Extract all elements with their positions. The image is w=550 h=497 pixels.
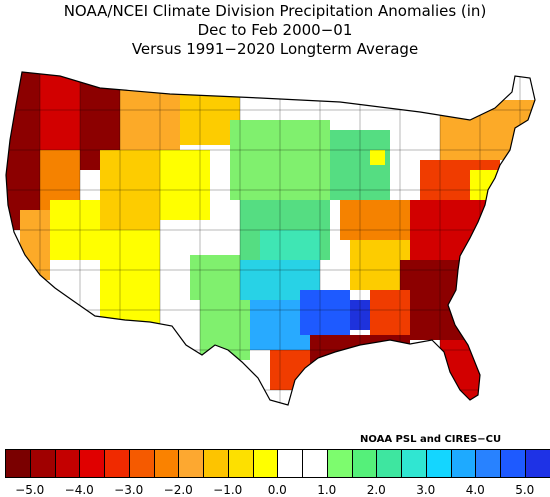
- region-wyoming: [160, 150, 210, 220]
- colorbar-swatch: [204, 450, 229, 477]
- region-florida-peninsula: [440, 340, 490, 405]
- colorbar-swatch: [426, 450, 452, 477]
- colorbar-swatch: [179, 450, 204, 477]
- colorbar-swatch: [402, 450, 427, 477]
- colorbar-swatch: [501, 450, 526, 477]
- region-alabama: [370, 290, 410, 340]
- map-subtitle-baseline: Versus 1991−2020 Longterm Average: [131, 40, 419, 58]
- colorbar-tick-label: 0.0: [267, 483, 287, 497]
- colorbar-tick-label: 4.0: [465, 483, 485, 497]
- colorbar-swatch: [228, 450, 254, 477]
- region-colorado-south: [190, 255, 240, 300]
- colorbar-tick-label: 5.0: [515, 483, 535, 497]
- region-new-jersey: [470, 170, 500, 200]
- colorbar-swatch: [129, 450, 155, 477]
- colorbar-tick-label: 2.0: [366, 483, 386, 497]
- colorbar-swatch: [80, 450, 105, 477]
- region-montana-west: [120, 90, 180, 150]
- region-central-california: [20, 210, 50, 280]
- colorbar-swatch: [476, 450, 501, 477]
- colorbar-tick-label: 1.0: [317, 483, 337, 497]
- colorbar-tick-label: −3.0: [114, 483, 144, 497]
- colorbar-swatch: [278, 450, 303, 477]
- colorbar-swatch: [327, 450, 353, 477]
- colorbar-swatch: [303, 450, 328, 477]
- colorbar: [5, 449, 550, 478]
- colorbar-swatch: [154, 450, 180, 477]
- data-credit: NOAA PSL and CIRES−CU: [360, 434, 502, 445]
- region-georgia: [400, 260, 470, 340]
- us-climate-division-map: [5, 71, 536, 406]
- division-boundaries: [6, 72, 535, 405]
- colorbar-tick-label: −5.0: [15, 483, 45, 497]
- colorbar-tick-label: −2.0: [163, 483, 193, 497]
- region-east-texas: [240, 300, 310, 350]
- region-new-england: [440, 100, 535, 160]
- colorbar-swatch: [253, 450, 279, 477]
- colorbar-swatch: [30, 450, 56, 477]
- region-lower-mississippi: [300, 290, 350, 335]
- colorbar-tick-label: −4.0: [64, 483, 94, 497]
- colorbar-swatch: [105, 450, 130, 477]
- region-southwest: [100, 230, 160, 330]
- colorbar-swatch: [55, 450, 81, 477]
- colorbar-swatch: [377, 450, 402, 477]
- colorbar-swatch: [352, 450, 378, 477]
- colorbar-swatch: [451, 450, 477, 477]
- map-subtitle-period: Dec to Feb 2000−01: [197, 21, 353, 39]
- colorbar-swatch: [6, 450, 31, 477]
- region-washington-interior: [40, 72, 80, 150]
- colorbar-swatch: [525, 450, 550, 477]
- colorbar-tick-label: −1.0: [213, 483, 243, 497]
- colorbar-tick-label: 3.0: [416, 483, 436, 497]
- map-title: NOAA/NCEI Climate Division Precipitation…: [63, 2, 487, 20]
- region-michigan-spot: [370, 150, 385, 165]
